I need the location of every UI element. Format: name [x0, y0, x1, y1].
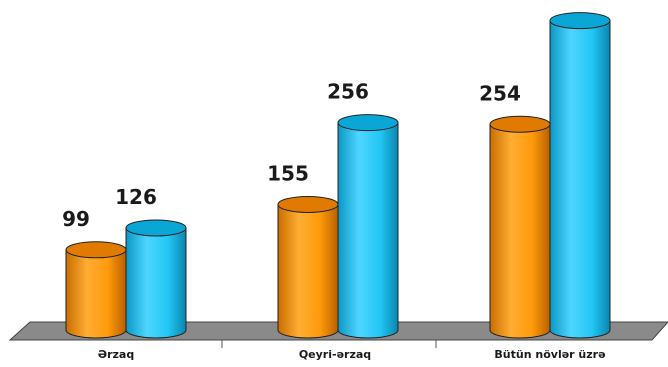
- value-label: 126: [115, 185, 157, 209]
- bar-body: [277, 203, 339, 339]
- bar-top: [489, 115, 551, 133]
- value-label: 382: [539, 0, 581, 2]
- bar-top: [549, 12, 611, 30]
- value-labels-layer: 99 126 155 256 254 382: [62, 0, 581, 231]
- bar-body: [337, 122, 399, 339]
- bar-top: [337, 114, 399, 132]
- bar: [337, 114, 399, 339]
- category-label: Bütün növlər üzrə: [494, 348, 605, 361]
- bar-top: [125, 219, 187, 237]
- bar-top: [277, 195, 339, 213]
- value-label: 256: [327, 80, 369, 104]
- value-label: 254: [479, 81, 521, 105]
- bar-body: [125, 227, 187, 339]
- bar-body: [489, 123, 551, 339]
- bar: [125, 219, 187, 339]
- bar-top: [65, 241, 127, 259]
- bar: [65, 241, 127, 339]
- bar: [277, 195, 339, 339]
- bar: [489, 115, 551, 339]
- category-label: Qeyri-ərzaq: [299, 348, 371, 361]
- category-label: Ərzaq: [98, 348, 134, 361]
- value-label: 99: [62, 207, 90, 231]
- bar: [549, 12, 611, 339]
- value-label: 155: [267, 161, 309, 185]
- bar-body: [65, 249, 127, 339]
- bar-body: [549, 20, 611, 339]
- bars-layer: [65, 12, 611, 339]
